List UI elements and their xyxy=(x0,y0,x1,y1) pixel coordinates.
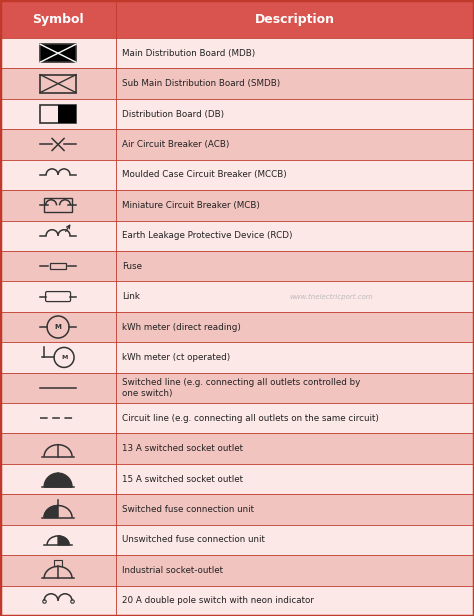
Bar xyxy=(0,282,474,312)
Text: Industrial socket-outlet: Industrial socket-outlet xyxy=(122,566,223,575)
Bar xyxy=(0,464,474,494)
Bar xyxy=(0,190,474,221)
Text: Sub Main Distribution Board (SMDB): Sub Main Distribution Board (SMDB) xyxy=(122,79,281,88)
Bar xyxy=(0,494,474,525)
Polygon shape xyxy=(44,473,72,487)
Text: Unswitched fuse connection unit: Unswitched fuse connection unit xyxy=(122,535,265,545)
Bar xyxy=(0,99,474,129)
Bar xyxy=(0,68,474,99)
Text: Main Distribution Board (MDB): Main Distribution Board (MDB) xyxy=(122,49,255,58)
Text: Symbol: Symbol xyxy=(32,12,84,25)
Bar xyxy=(40,44,76,62)
Bar xyxy=(0,555,474,586)
Text: M: M xyxy=(61,355,67,360)
Bar xyxy=(0,251,474,282)
Bar xyxy=(0,586,474,616)
Bar xyxy=(0,221,474,251)
Bar xyxy=(0,525,474,555)
Bar xyxy=(0,312,474,342)
Text: 13 A switched socket outlet: 13 A switched socket outlet xyxy=(122,444,243,453)
Text: Moulded Case Circuit Breaker (MCCB): Moulded Case Circuit Breaker (MCCB) xyxy=(122,171,287,179)
Text: 20 A double pole switch with neon indicator: 20 A double pole switch with neon indica… xyxy=(122,596,314,606)
Bar xyxy=(40,75,76,92)
Bar xyxy=(0,38,474,68)
Text: www.tnelectricport.com: www.tnelectricport.com xyxy=(289,294,373,299)
Bar xyxy=(0,403,474,434)
Bar xyxy=(0,434,474,464)
Text: Miniature Circuit Breaker (MCB): Miniature Circuit Breaker (MCB) xyxy=(122,201,260,210)
Text: Link: Link xyxy=(122,292,140,301)
Bar xyxy=(0,342,474,373)
Text: Air Circuit Breaker (ACB): Air Circuit Breaker (ACB) xyxy=(122,140,229,149)
Bar xyxy=(0,160,474,190)
Bar xyxy=(50,263,66,269)
Text: Switched line (e.g. connecting all outlets controlled by
one switch): Switched line (e.g. connecting all outle… xyxy=(122,378,360,397)
Text: kWh meter (direct reading): kWh meter (direct reading) xyxy=(122,323,241,331)
Text: Circuit line (e.g. connecting all outlets on the same circuit): Circuit line (e.g. connecting all outlet… xyxy=(122,414,379,423)
Text: Fuse: Fuse xyxy=(122,262,142,270)
Bar xyxy=(0,373,474,403)
Text: 15 A switched socket outlet: 15 A switched socket outlet xyxy=(122,474,243,484)
Bar xyxy=(0,0,474,38)
Bar xyxy=(58,105,76,123)
Bar xyxy=(54,561,62,566)
Text: Description: Description xyxy=(255,12,335,25)
Polygon shape xyxy=(58,536,69,545)
Text: kWh meter (ct operated): kWh meter (ct operated) xyxy=(122,353,230,362)
Text: Distribution Board (DB): Distribution Board (DB) xyxy=(122,110,224,118)
Text: M: M xyxy=(55,324,62,330)
Text: Earth Leakage Protective Device (RCD): Earth Leakage Protective Device (RCD) xyxy=(122,231,292,240)
Bar xyxy=(44,198,72,213)
Bar xyxy=(40,105,76,123)
Bar xyxy=(0,129,474,160)
Polygon shape xyxy=(44,506,58,517)
Text: Switched fuse connection unit: Switched fuse connection unit xyxy=(122,505,254,514)
